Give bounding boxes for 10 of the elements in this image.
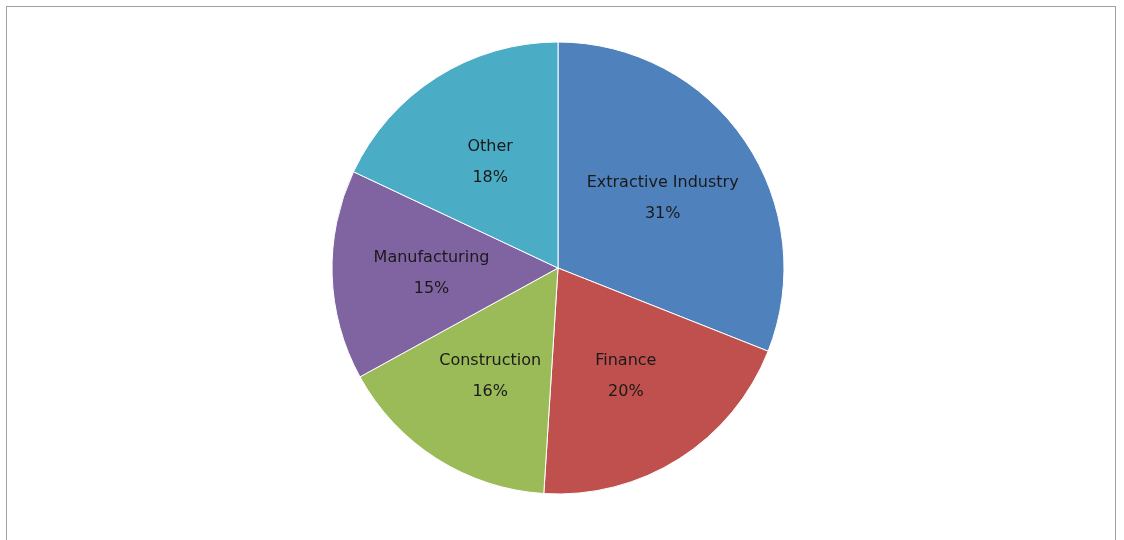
data-label: 18% xyxy=(472,167,508,187)
data-label: 16% xyxy=(472,380,508,400)
slice-label: Manufacturing xyxy=(373,246,490,266)
data-label: 20% xyxy=(608,380,644,400)
slice-label: Finance xyxy=(595,349,657,369)
slice-label: Other xyxy=(467,136,514,156)
data-label: 15% xyxy=(413,277,450,297)
slice-label: Construction xyxy=(439,349,542,369)
slice-label: Extractive Industry xyxy=(586,171,739,191)
data-label: 31% xyxy=(644,202,681,222)
